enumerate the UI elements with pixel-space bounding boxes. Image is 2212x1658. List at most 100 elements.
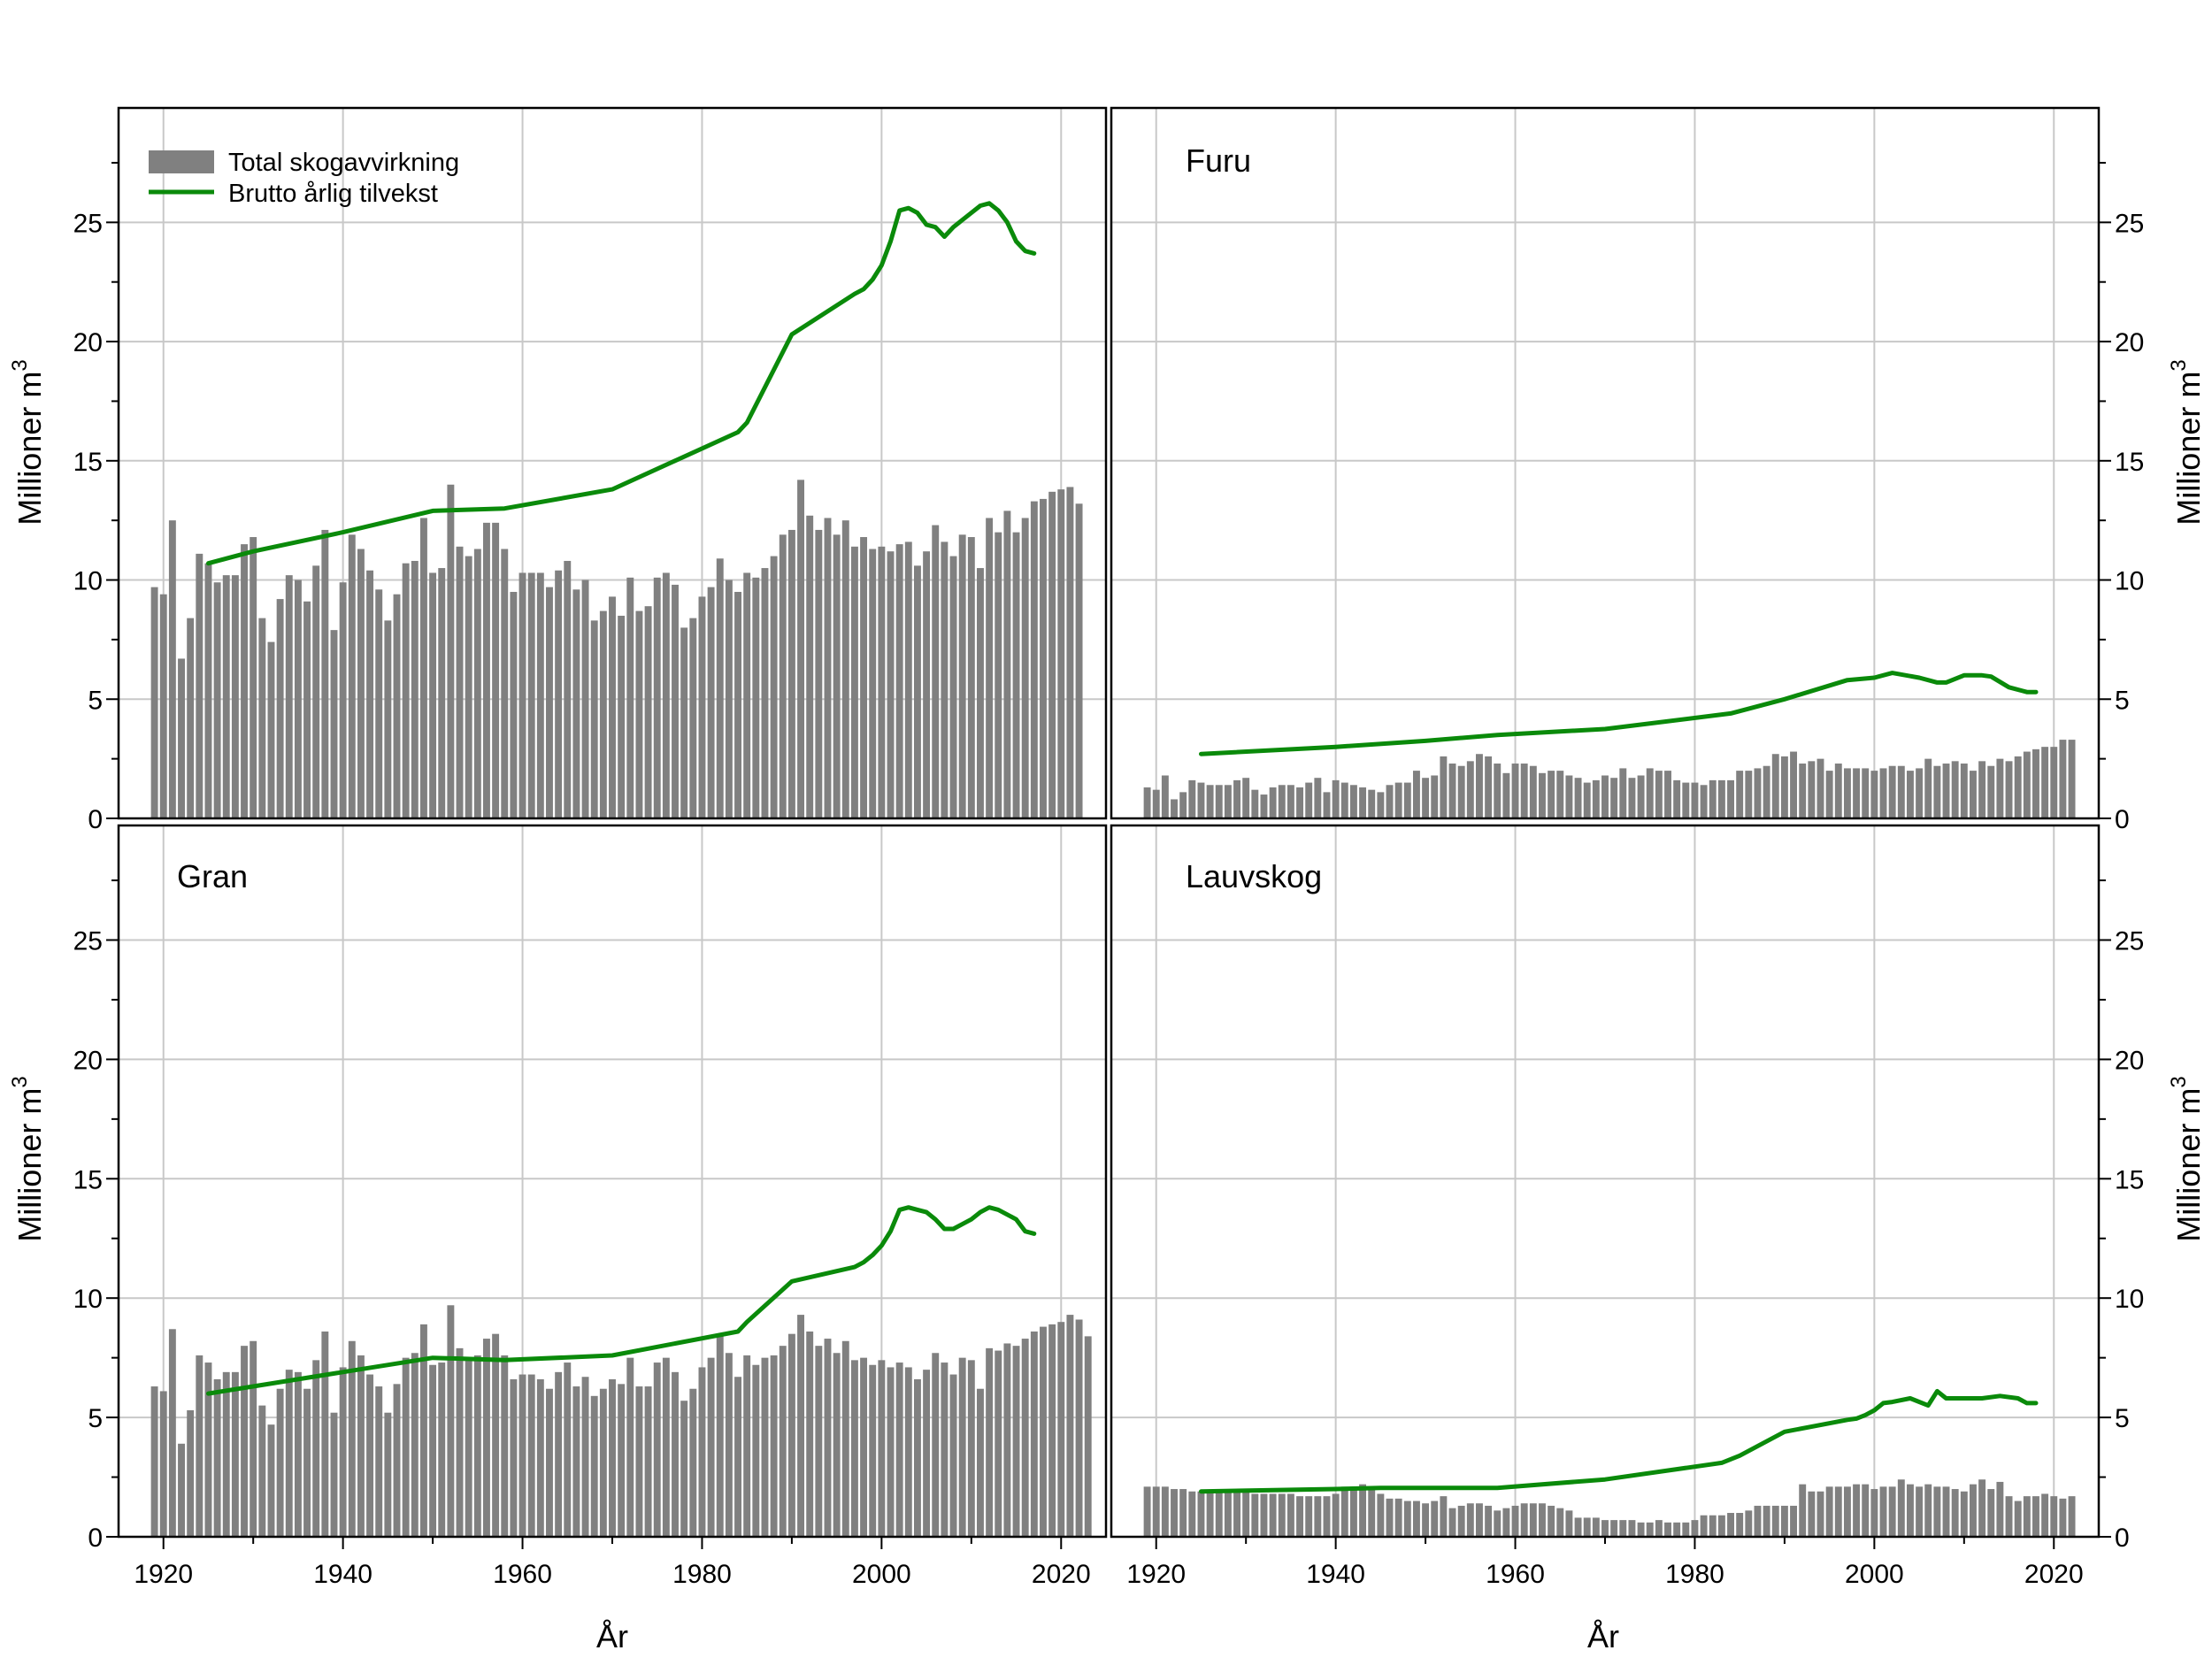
bar — [241, 544, 248, 818]
bar — [250, 1340, 257, 1537]
bar — [1440, 756, 1448, 818]
bar — [1799, 1484, 1807, 1537]
bar — [1152, 789, 1160, 818]
bar — [824, 518, 832, 818]
bar — [1030, 501, 1038, 818]
bar — [581, 580, 589, 818]
bar — [1548, 1505, 1555, 1537]
bar — [1879, 1486, 1887, 1537]
bar — [1916, 768, 1924, 818]
bar — [1862, 1484, 1870, 1537]
bar — [725, 1353, 733, 1537]
bar — [465, 1357, 472, 1537]
bar — [1520, 764, 1528, 818]
bar — [267, 641, 275, 818]
panel-title-furu: Furu — [1186, 142, 1251, 179]
y-tick-label: 5 — [88, 686, 103, 715]
ticks-layer — [106, 161, 2111, 1549]
bar — [357, 549, 365, 818]
bar — [1906, 771, 1914, 818]
bar — [626, 1357, 634, 1537]
bar — [923, 551, 931, 818]
bar — [590, 620, 598, 818]
bar — [1529, 765, 1537, 818]
bar — [258, 618, 266, 818]
bar — [204, 563, 212, 818]
bar — [1682, 782, 1690, 818]
bar — [1197, 782, 1205, 818]
bar — [1021, 518, 1029, 818]
bar — [1610, 1520, 1618, 1537]
bar — [1763, 1505, 1770, 1537]
bar — [393, 594, 401, 818]
bar — [1529, 1503, 1537, 1537]
bar — [2041, 747, 2049, 818]
bar — [1332, 1493, 1340, 1537]
bar — [241, 1346, 248, 1537]
bar — [1278, 785, 1286, 818]
bar — [438, 568, 446, 818]
bar — [1628, 778, 1636, 818]
bar — [1323, 1496, 1331, 1537]
bar — [2068, 1496, 2076, 1537]
bar — [150, 587, 158, 818]
bar — [599, 1388, 607, 1537]
bar — [2023, 1496, 2031, 1537]
bar — [1691, 1520, 1699, 1537]
bar — [1834, 764, 1842, 818]
bar — [231, 1371, 239, 1537]
panel-title-lauvskog: Lauvskog — [1186, 858, 1322, 894]
y-axis-title-text: Millioner m — [2170, 372, 2207, 526]
bar — [752, 1364, 760, 1537]
bar — [1870, 1489, 1878, 1537]
x-tick-label: 2000 — [1845, 1560, 1904, 1589]
bar — [1466, 761, 1474, 818]
x-tick-label: 1940 — [313, 1560, 373, 1589]
bar — [250, 537, 257, 818]
lines-layer — [206, 201, 2039, 1494]
y-axis-title-top-right: Millioner m3 — [2167, 359, 2207, 525]
y-axis-title-superscript: 3 — [2167, 359, 2191, 371]
growth-line — [1199, 671, 2039, 756]
bar — [1359, 1484, 1367, 1537]
bar — [986, 518, 994, 818]
bar — [1843, 768, 1851, 818]
bar — [1233, 1491, 1240, 1537]
bar — [1808, 761, 1816, 818]
growth-line — [1199, 1388, 2039, 1494]
bar — [572, 589, 580, 818]
bar — [797, 1315, 805, 1537]
bar — [995, 532, 1002, 818]
y-axis-title-text: Millioner m — [12, 1088, 48, 1242]
bar — [1709, 779, 1717, 818]
bar — [581, 1377, 589, 1537]
bar — [590, 1395, 598, 1537]
x-tick-label: 1980 — [1665, 1560, 1724, 1589]
bar — [841, 520, 849, 818]
bar — [2005, 761, 2013, 818]
bar — [1075, 1319, 1083, 1537]
bar — [546, 1388, 553, 1537]
bar — [1763, 765, 1770, 818]
bar — [815, 529, 823, 818]
bar — [1403, 782, 1411, 818]
bar — [1790, 1505, 1798, 1537]
y-axis-title-top-left: Millioner m3 — [8, 359, 48, 525]
bar — [1780, 1505, 1788, 1537]
bar — [518, 1374, 526, 1537]
bar — [1637, 1522, 1645, 1537]
bar — [949, 556, 957, 818]
bar — [419, 518, 427, 818]
bar — [860, 537, 868, 818]
bar — [887, 1367, 895, 1537]
bar — [1996, 758, 2004, 818]
frames-layer — [117, 106, 2101, 1539]
bar — [1152, 1486, 1160, 1537]
bar — [1799, 764, 1807, 818]
bar — [1215, 1491, 1223, 1537]
labels-layer: 0 5 10 15 20 25 0 5 10 15 20 25 0 5 10 15 20 25 1920 1940 19… — [73, 209, 2145, 1589]
bar — [1924, 758, 1932, 818]
bar — [1816, 758, 1824, 818]
bar — [1485, 756, 1493, 818]
